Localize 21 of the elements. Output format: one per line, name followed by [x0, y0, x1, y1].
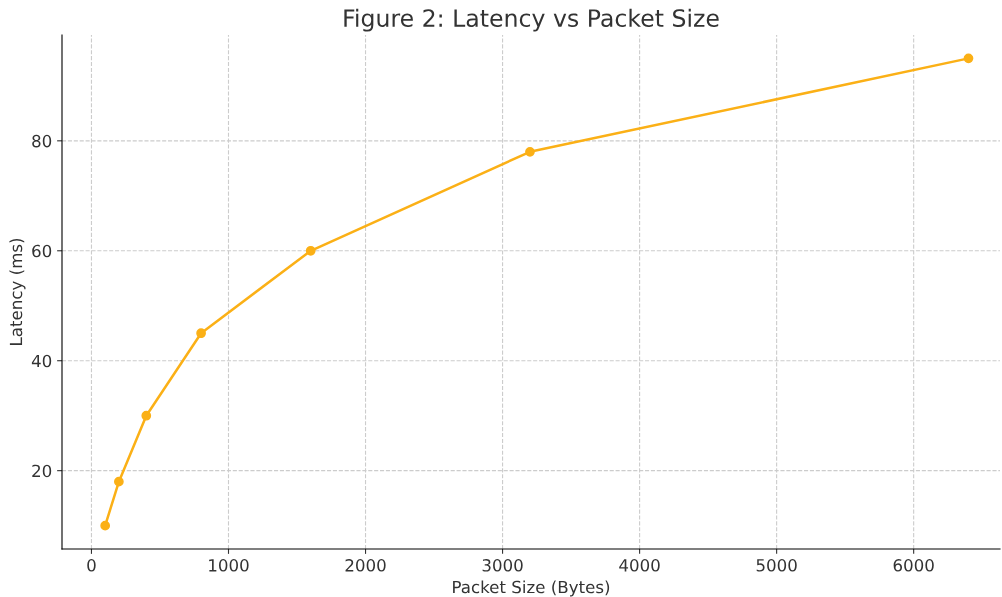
y-tick-label: 20 — [32, 464, 52, 478]
y-tick-label: 60 — [32, 244, 52, 258]
x-tick-label: 6000 — [893, 559, 934, 572]
x-tick-label: 0 — [87, 559, 96, 572]
y-tick-label: 40 — [31, 354, 52, 368]
point — [100, 520, 111, 531]
point — [525, 146, 535, 157]
point — [196, 328, 206, 339]
x-tick-label: 5000 — [756, 559, 797, 572]
x-tick-label: 4000 — [619, 559, 660, 572]
point — [305, 245, 316, 256]
x-tick-label: 3000 — [482, 559, 523, 572]
point — [141, 410, 152, 421]
point — [963, 53, 974, 64]
y-axis-title: Latency (ms) — [9, 238, 26, 345]
y-tick-label: 80 — [32, 134, 52, 148]
x-tick-label: 1000 — [209, 559, 249, 572]
x-tick-label: 2000 — [345, 559, 386, 572]
point — [114, 476, 124, 487]
x-axis-title: Packet Size (Bytes) — [453, 580, 610, 597]
chart-title: Figure 2: Latency vs Packet Size — [344, 8, 719, 32]
